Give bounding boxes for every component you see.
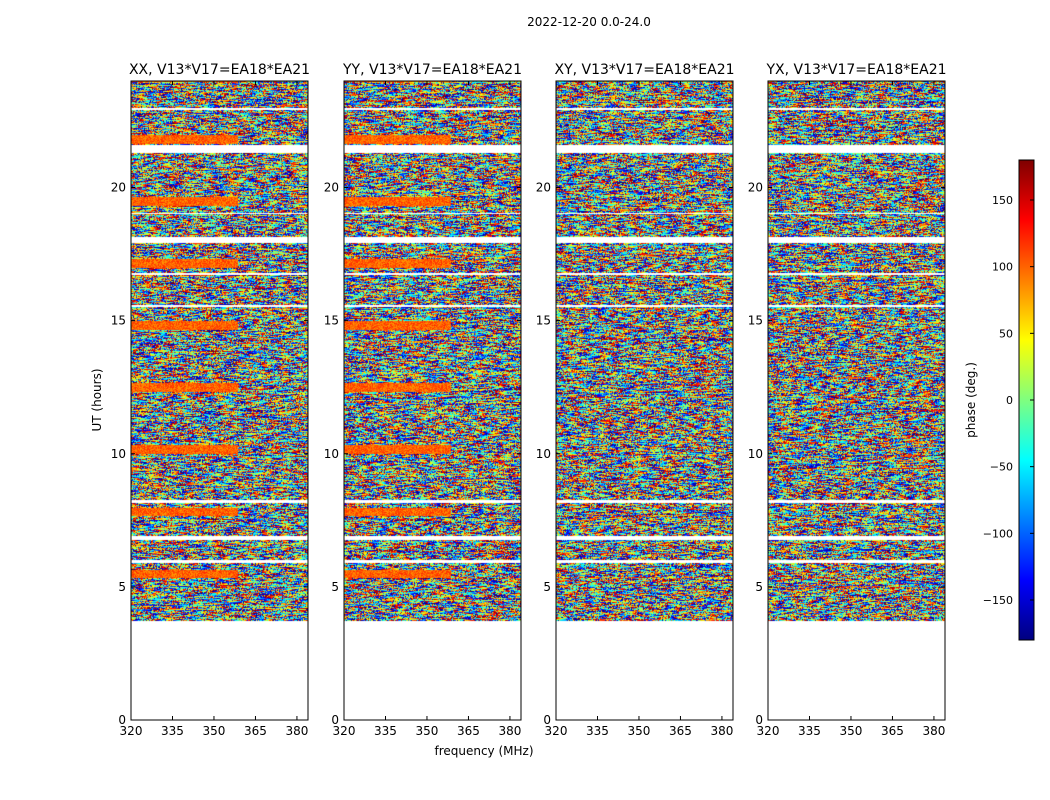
panel-frame bbox=[343, 80, 522, 721]
y-tick-label: 15 bbox=[324, 314, 339, 328]
heatmap-image bbox=[131, 81, 308, 720]
x-tick-label: 320 bbox=[333, 724, 356, 738]
x-tick-label: 350 bbox=[203, 724, 226, 738]
y-tick-label: 0 bbox=[755, 713, 763, 727]
x-tick-label: 320 bbox=[120, 724, 143, 738]
y-axis-label: UT (hours) bbox=[90, 368, 104, 431]
x-tick-label: 335 bbox=[374, 724, 397, 738]
panel-title: YX, V13*V17=EA18*EA21 bbox=[765, 62, 946, 78]
x-axis-label: frequency (MHz) bbox=[434, 744, 533, 758]
panel-frame bbox=[767, 80, 946, 721]
heatmap-image bbox=[556, 81, 733, 720]
x-tick-label: 380 bbox=[922, 724, 945, 738]
x-tick-label: 365 bbox=[669, 724, 692, 738]
colorbar-ticks: −150 −100 −50 0 50 100 150 bbox=[983, 194, 1034, 607]
panel-title: YY, V13*V17=EA18*EA21 bbox=[342, 62, 522, 78]
panels-group: XX, V13*V17=EA18*EA21 320 335 350 365 380 0 5 10… bbox=[111, 62, 947, 738]
panel-frame bbox=[130, 80, 309, 721]
y-tick-label: 5 bbox=[755, 580, 763, 594]
colorbar-tick-label: −50 bbox=[990, 461, 1013, 474]
colorbar: −150 −100 −50 0 50 100 150 phase (deg.) bbox=[964, 159, 1035, 641]
y-tick-label: 10 bbox=[748, 447, 763, 461]
panel-frame bbox=[555, 80, 734, 721]
x-tick-label: 335 bbox=[586, 724, 609, 738]
y-tick-label: 5 bbox=[118, 580, 126, 594]
x-tick-label: 380 bbox=[710, 724, 733, 738]
y-tick-label: 10 bbox=[111, 447, 126, 461]
panel-yx: YX, V13*V17=EA18*EA21 320 335 350 365 380 0 5 10… bbox=[748, 62, 947, 738]
x-tick-label: 365 bbox=[881, 724, 904, 738]
figure-title: 2022-12-20 0.0-24.0 bbox=[527, 15, 651, 29]
colorbar-tick-label: 50 bbox=[999, 327, 1013, 340]
x-tick-label: 380 bbox=[285, 724, 308, 738]
panel-title: XY, V13*V17=EA18*EA21 bbox=[554, 62, 734, 78]
panel-yy: YY, V13*V17=EA18*EA21 320 335 350 365 380 0 5 10… bbox=[324, 62, 522, 738]
colorbar-tick-label: −100 bbox=[983, 527, 1013, 540]
panel-title: XX, V13*V17=EA18*EA21 bbox=[129, 62, 310, 78]
x-tick-label: 350 bbox=[628, 724, 651, 738]
x-tick-label: 380 bbox=[498, 724, 521, 738]
colorbar-label: phase (deg.) bbox=[964, 362, 978, 438]
y-tick-label: 5 bbox=[543, 580, 551, 594]
panel-xx: XX, V13*V17=EA18*EA21 320 335 350 365 380 0 5 10… bbox=[111, 62, 310, 738]
y-tick-label: 10 bbox=[324, 447, 339, 461]
y-tick-label: 20 bbox=[536, 181, 551, 195]
x-tick-label: 335 bbox=[798, 724, 821, 738]
x-tick-label: 365 bbox=[457, 724, 480, 738]
heatmap-image bbox=[344, 81, 521, 720]
colorbar-tick-label: 0 bbox=[1006, 394, 1013, 407]
panel-xy: XY, V13*V17=EA18*EA21 320 335 350 365 380 0 5 10… bbox=[536, 62, 735, 738]
colorbar-tick-label: 100 bbox=[992, 261, 1013, 274]
colorbar-tick-label: 150 bbox=[992, 194, 1013, 207]
x-tick-label: 320 bbox=[545, 724, 568, 738]
x-tick-label: 350 bbox=[416, 724, 439, 738]
x-tick-label: 335 bbox=[161, 724, 184, 738]
y-tick-label: 20 bbox=[324, 181, 339, 195]
y-tick-label: 20 bbox=[748, 181, 763, 195]
y-tick-label: 0 bbox=[543, 713, 551, 727]
x-tick-label: 365 bbox=[244, 724, 267, 738]
y-tick-label: 0 bbox=[331, 713, 339, 727]
y-tick-label: 20 bbox=[111, 181, 126, 195]
colorbar-tick-label: −150 bbox=[983, 594, 1013, 607]
y-tick-label: 0 bbox=[118, 713, 126, 727]
y-tick-label: 5 bbox=[331, 580, 339, 594]
heatmap-image bbox=[768, 81, 945, 720]
y-tick-label: 15 bbox=[748, 314, 763, 328]
x-tick-label: 320 bbox=[757, 724, 780, 738]
y-tick-label: 10 bbox=[536, 447, 551, 461]
y-tick-label: 15 bbox=[111, 314, 126, 328]
x-tick-label: 350 bbox=[840, 724, 863, 738]
y-tick-label: 15 bbox=[536, 314, 551, 328]
